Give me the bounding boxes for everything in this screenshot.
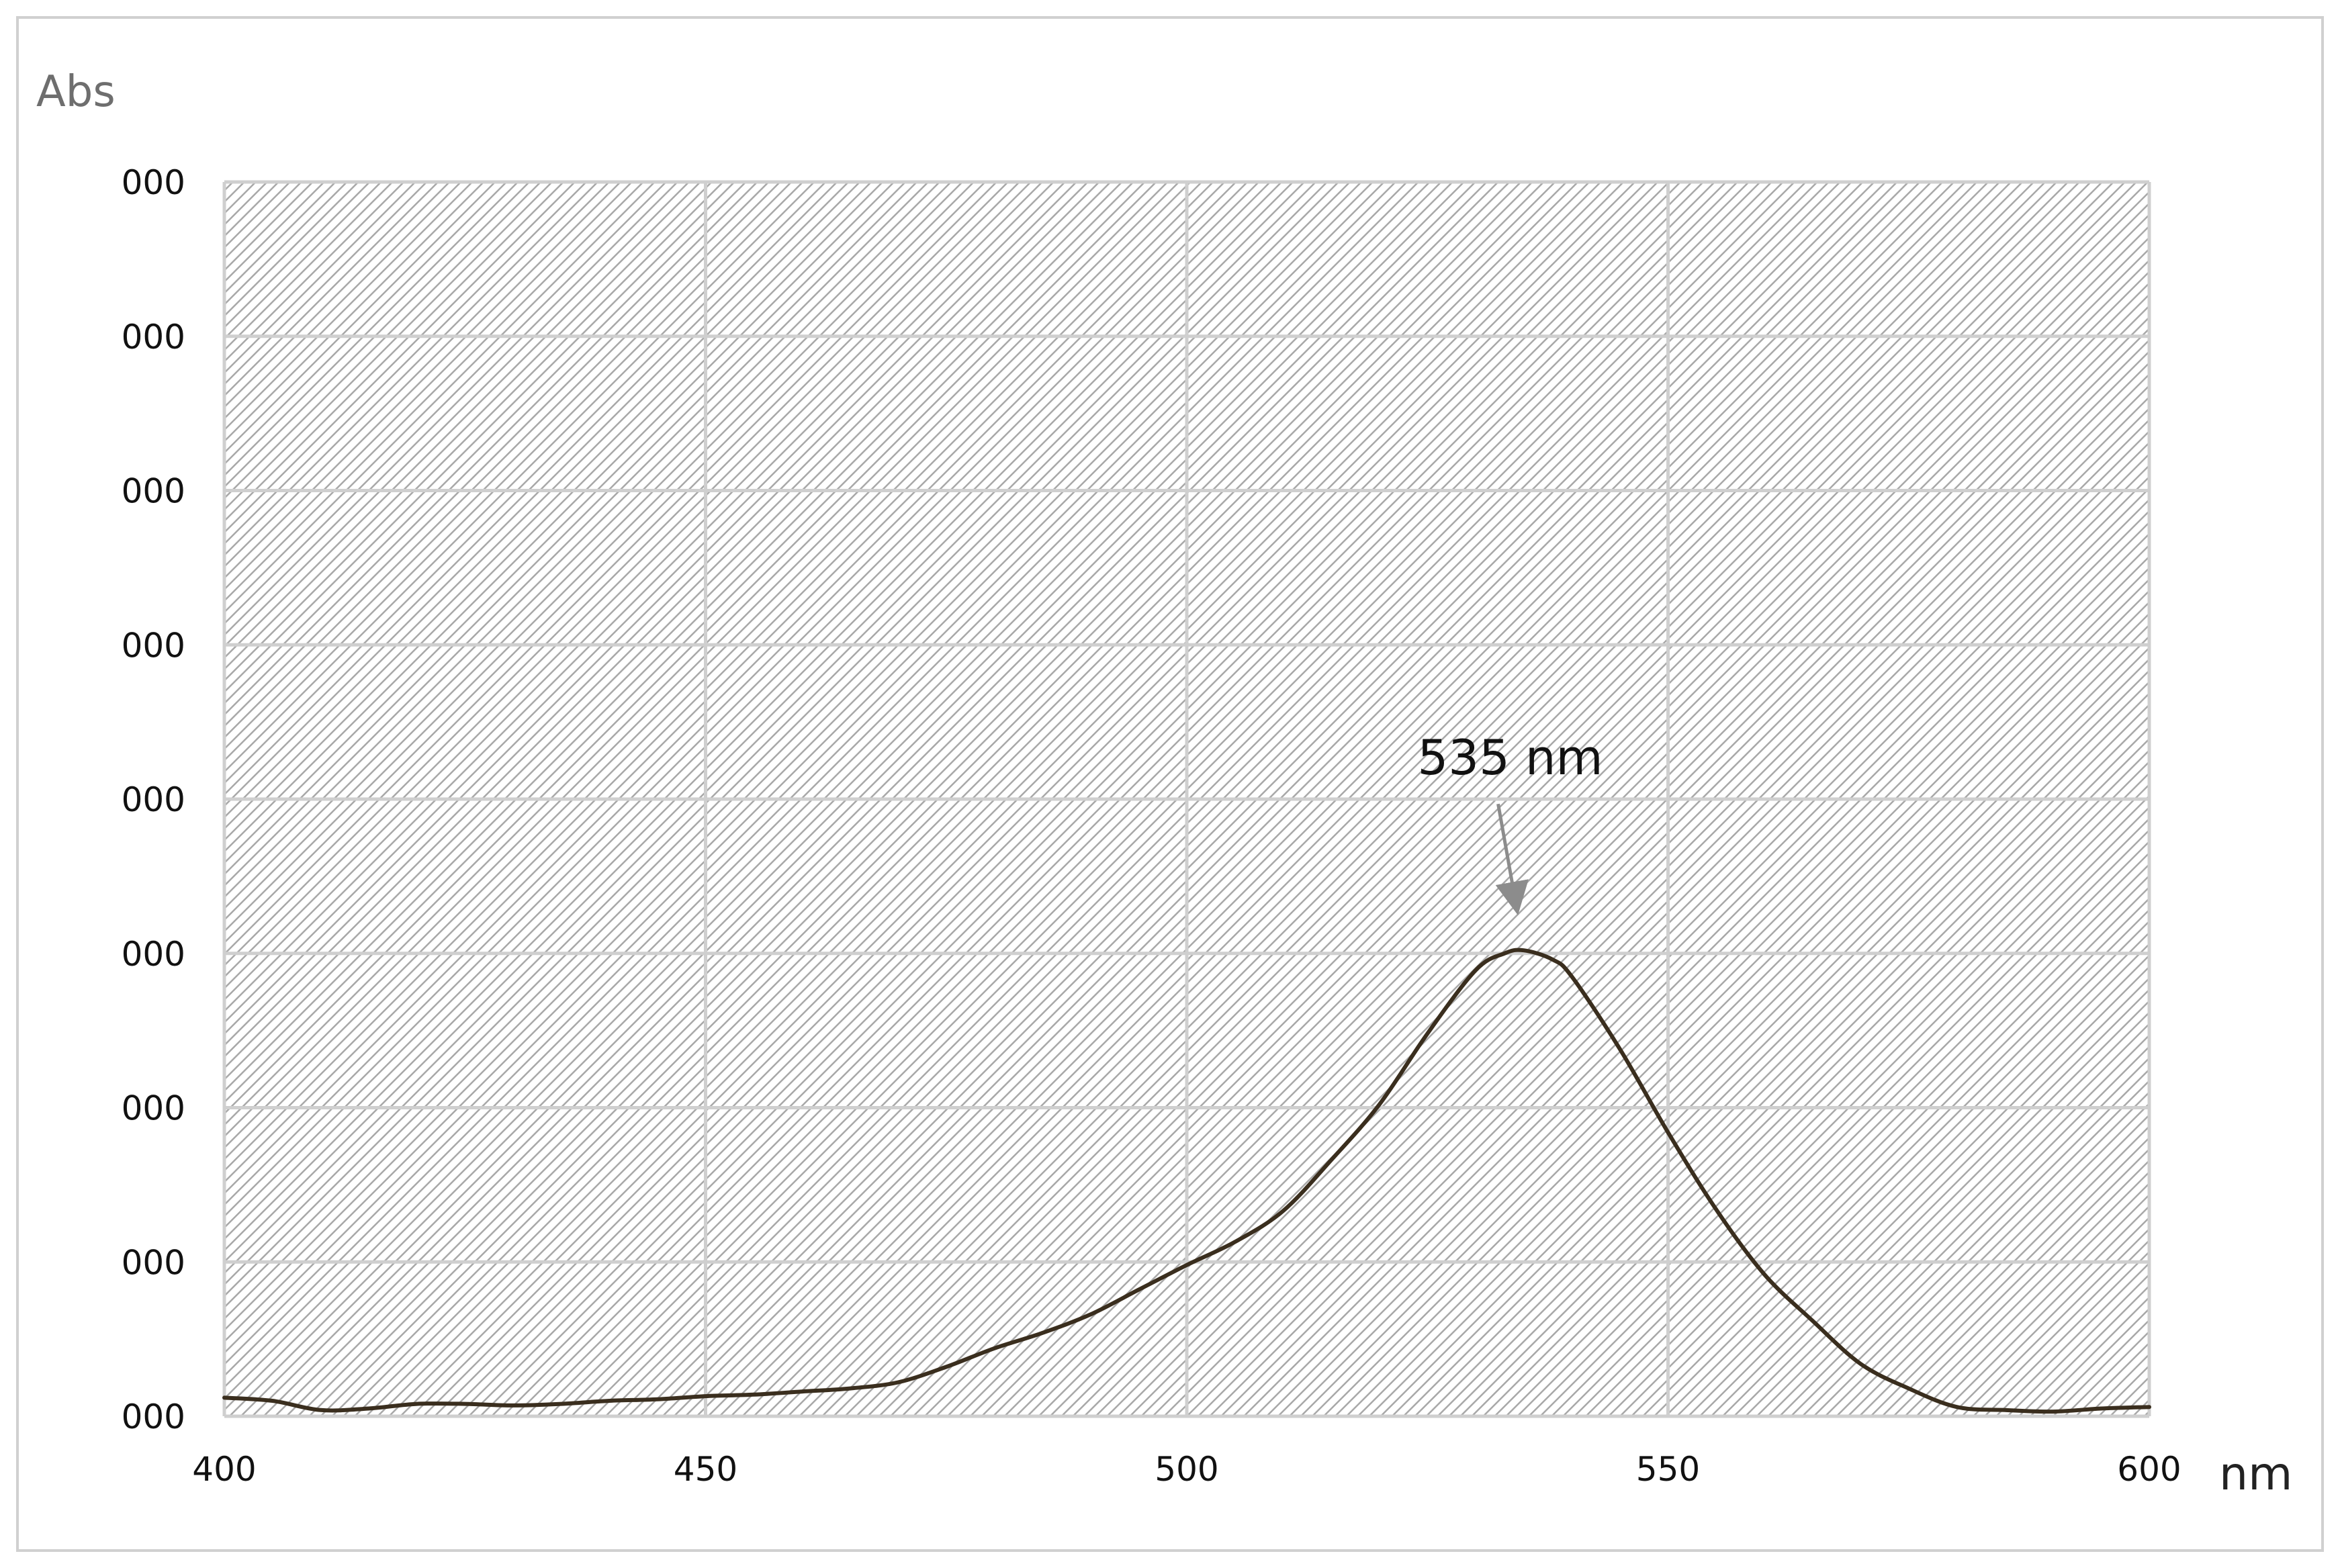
y-tick-label-3: 000: [122, 935, 185, 974]
y-tick-label-6: 000: [122, 472, 185, 511]
x-tick-label-0: 400: [192, 1450, 256, 1489]
y-tick-label-2: 000: [122, 1089, 185, 1128]
gridlines: [222, 180, 2151, 1418]
y-tick-label-1: 000: [122, 1243, 185, 1282]
y-tick-label-7: 000: [122, 318, 185, 357]
chart-frame: 000 000 000 000 000 000 000 000 000 400 450 500 550 6…: [16, 16, 2324, 1552]
peak-annotation-arrow: [1495, 803, 1529, 915]
y-tick-label-0: 000: [122, 1397, 185, 1436]
x-axis-unit-label: nm: [2219, 1448, 2292, 1501]
y-tick-label-5: 000: [122, 626, 185, 665]
y-axis-label: Abs: [36, 67, 116, 117]
x-tick-label-1: 450: [674, 1450, 737, 1489]
peak-annotation-label: 535 nm: [1418, 729, 1603, 786]
x-tick-label-4: 600: [2117, 1450, 2181, 1489]
x-tick-label-2: 500: [1155, 1450, 1218, 1489]
y-tick-label-8: 000: [122, 163, 185, 202]
absorbance-curve: [222, 948, 2151, 1414]
y-tick-label-4: 000: [122, 780, 185, 819]
x-tick-label-3: 550: [1636, 1450, 1700, 1489]
